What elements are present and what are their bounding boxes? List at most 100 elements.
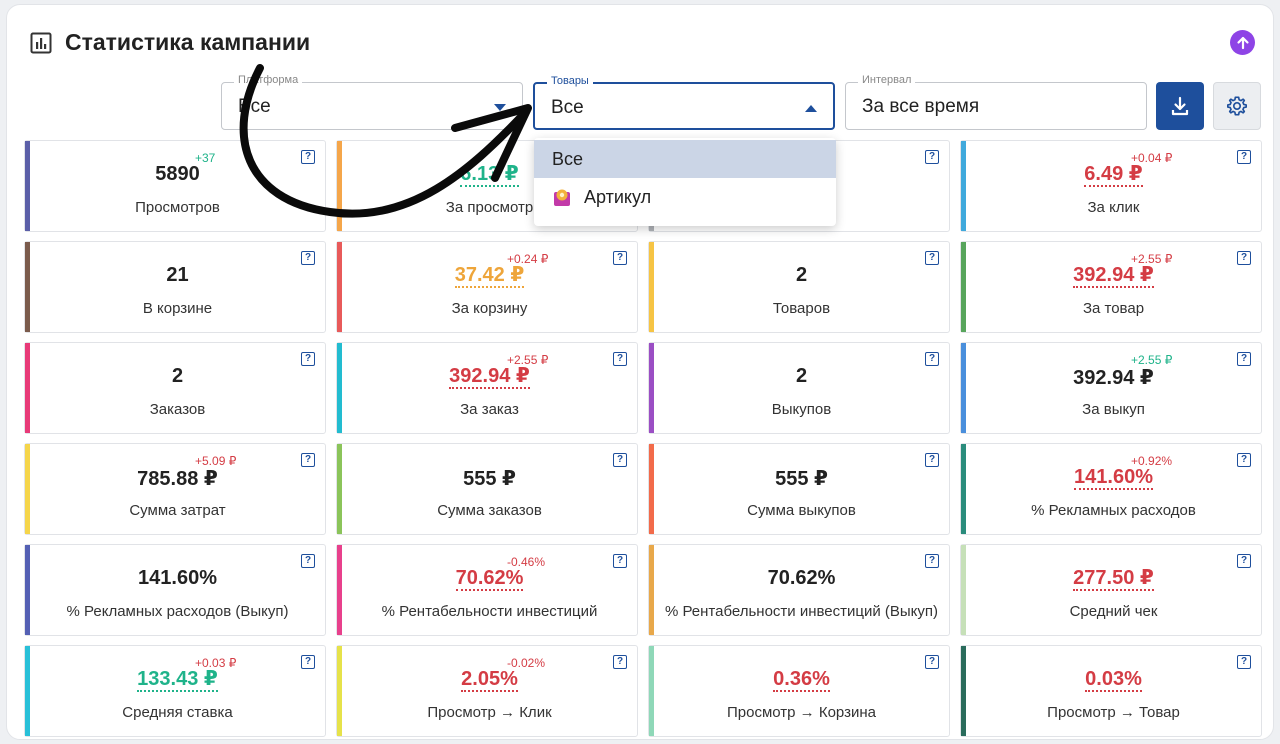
stat-value: 37.42 ₽ [454,264,525,288]
interval-value: За все время [862,96,980,117]
help-icon[interactable]: ? [925,655,939,669]
products-select[interactable]: Товары Все [533,75,835,130]
stat-card: 70.62% % Рентабельности инвестиций (Выкуп… [648,544,950,636]
card-accent-bar [25,444,30,534]
help-icon[interactable]: ? [1237,655,1251,669]
stat-delta: +0.92% [1131,454,1173,468]
stat-card: 141.60% % Рекламных расходов (Выкуп)? [24,544,326,636]
article-icon [554,189,570,206]
settings-button[interactable] [1213,82,1261,130]
stat-value: 70.62% [455,567,524,591]
help-icon[interactable]: ? [1237,150,1251,164]
card-accent-bar [961,242,966,332]
help-icon[interactable]: ? [1237,352,1251,366]
stat-delta: +2.55 ₽ [1131,353,1173,367]
stat-label: В корзине [142,300,213,317]
products-dropdown-menu: Все Артикул [534,138,836,226]
stat-label: % Рекламных расходов [1031,502,1196,519]
card-accent-bar [337,343,342,433]
stat-label: За корзину [451,300,528,317]
help-icon[interactable]: ? [925,453,939,467]
stat-label: Выкупов [771,401,832,418]
card-accent-bar [25,242,30,332]
stat-delta: +37 [195,151,216,165]
stat-value: 21 [166,264,189,286]
help-icon[interactable]: ? [925,352,939,366]
stat-delta: +0.03 ₽ [195,656,237,670]
products-label: Товары [547,75,593,87]
card-accent-bar [649,444,654,534]
stat-value: 0.03% [1085,668,1142,692]
help-icon[interactable]: ? [301,655,315,669]
help-icon[interactable]: ? [925,554,939,568]
stat-value: 2 [171,365,184,387]
card-accent-bar [961,343,966,433]
stat-delta: +2.55 ₽ [1131,252,1173,266]
help-icon[interactable]: ? [925,150,939,164]
help-icon[interactable]: ? [301,150,315,164]
stat-label: За заказ [460,401,519,418]
stat-card: 141.60% % Рекламных расходов +0.92%? [960,443,1262,535]
chevron-up-icon [805,105,817,112]
dropdown-option-article[interactable]: Артикул [534,178,836,216]
help-icon[interactable]: ? [613,554,627,568]
dropdown-option-all[interactable]: Все [534,140,836,178]
stat-value: 392.94 ₽ [1073,264,1154,288]
stat-value: 2.05% [461,668,518,692]
stat-card: 5890 Просмотров +37? [24,140,326,232]
card-accent-bar [25,343,30,433]
stat-value: 5890 [155,163,200,185]
stat-delta: -0.02% [507,656,546,670]
chart-icon [30,32,52,54]
scroll-up-button[interactable] [1230,30,1255,55]
stat-card: 2 Выкупов? [648,342,950,434]
stat-label: Товаров [772,300,831,317]
stat-card: 70.62% % Рентабельности инвестиций -0.46%? [336,544,638,636]
stat-delta: -0.46% [507,555,546,569]
stat-card: 133.43 ₽ Средняя ставка +0.03 ₽? [24,645,326,737]
platform-select[interactable]: Платформа Все [221,74,523,130]
stat-card: 785.88 ₽ Сумма затрат +5.09 ₽? [24,443,326,535]
download-button[interactable] [1156,82,1204,130]
stat-card: 277.50 ₽ Средний чек? [960,544,1262,636]
stat-value: 277.50 ₽ [1073,567,1154,591]
card-accent-bar [25,545,30,635]
help-icon[interactable]: ? [301,453,315,467]
stat-delta: +0.04 ₽ [1131,151,1173,165]
card-accent-bar [337,646,342,736]
help-icon[interactable]: ? [301,554,315,568]
help-icon[interactable]: ? [1237,251,1251,265]
stat-value: 555 ₽ [775,468,828,490]
stat-value: 141.60% [1074,466,1153,490]
help-icon[interactable]: ? [613,655,627,669]
stat-label: Сумма затрат [129,502,226,519]
help-icon[interactable]: ? [613,453,627,467]
stat-value: 555 ₽ [463,468,516,490]
interval-select[interactable]: Интервал За все время [845,74,1147,130]
stat-card: 2 Заказов? [24,342,326,434]
card-accent-bar [25,141,30,231]
help-icon[interactable]: ? [301,251,315,265]
stat-label: Заказов [149,401,206,418]
card-accent-bar [649,343,654,433]
help-icon[interactable]: ? [1237,453,1251,467]
chevron-down-icon [494,104,506,111]
gear-icon [1227,96,1247,116]
stat-card: 2 Товаров? [648,241,950,333]
stat-label: За выкуп [1082,401,1145,418]
help-icon[interactable]: ? [301,352,315,366]
help-icon[interactable]: ? [613,352,627,366]
help-icon[interactable]: ? [613,251,627,265]
stat-label: Просмотр → Товар [1047,704,1180,721]
stat-label: % Рентабельности инвестиций (Выкуп) [664,603,939,620]
stat-value: 785.88 ₽ [137,468,218,490]
help-icon[interactable]: ? [1237,554,1251,568]
stat-card: 555 ₽ Сумма выкупов? [648,443,950,535]
help-icon[interactable]: ? [925,251,939,265]
stat-label: Сумма выкупов [747,502,856,519]
card-accent-bar [337,242,342,332]
stat-label: Просмотров [135,199,220,216]
stat-value: 0.36% [773,668,830,692]
arrow-up-icon [1236,36,1249,49]
stat-card: 0.03% Просмотр → Товар? [960,645,1262,737]
